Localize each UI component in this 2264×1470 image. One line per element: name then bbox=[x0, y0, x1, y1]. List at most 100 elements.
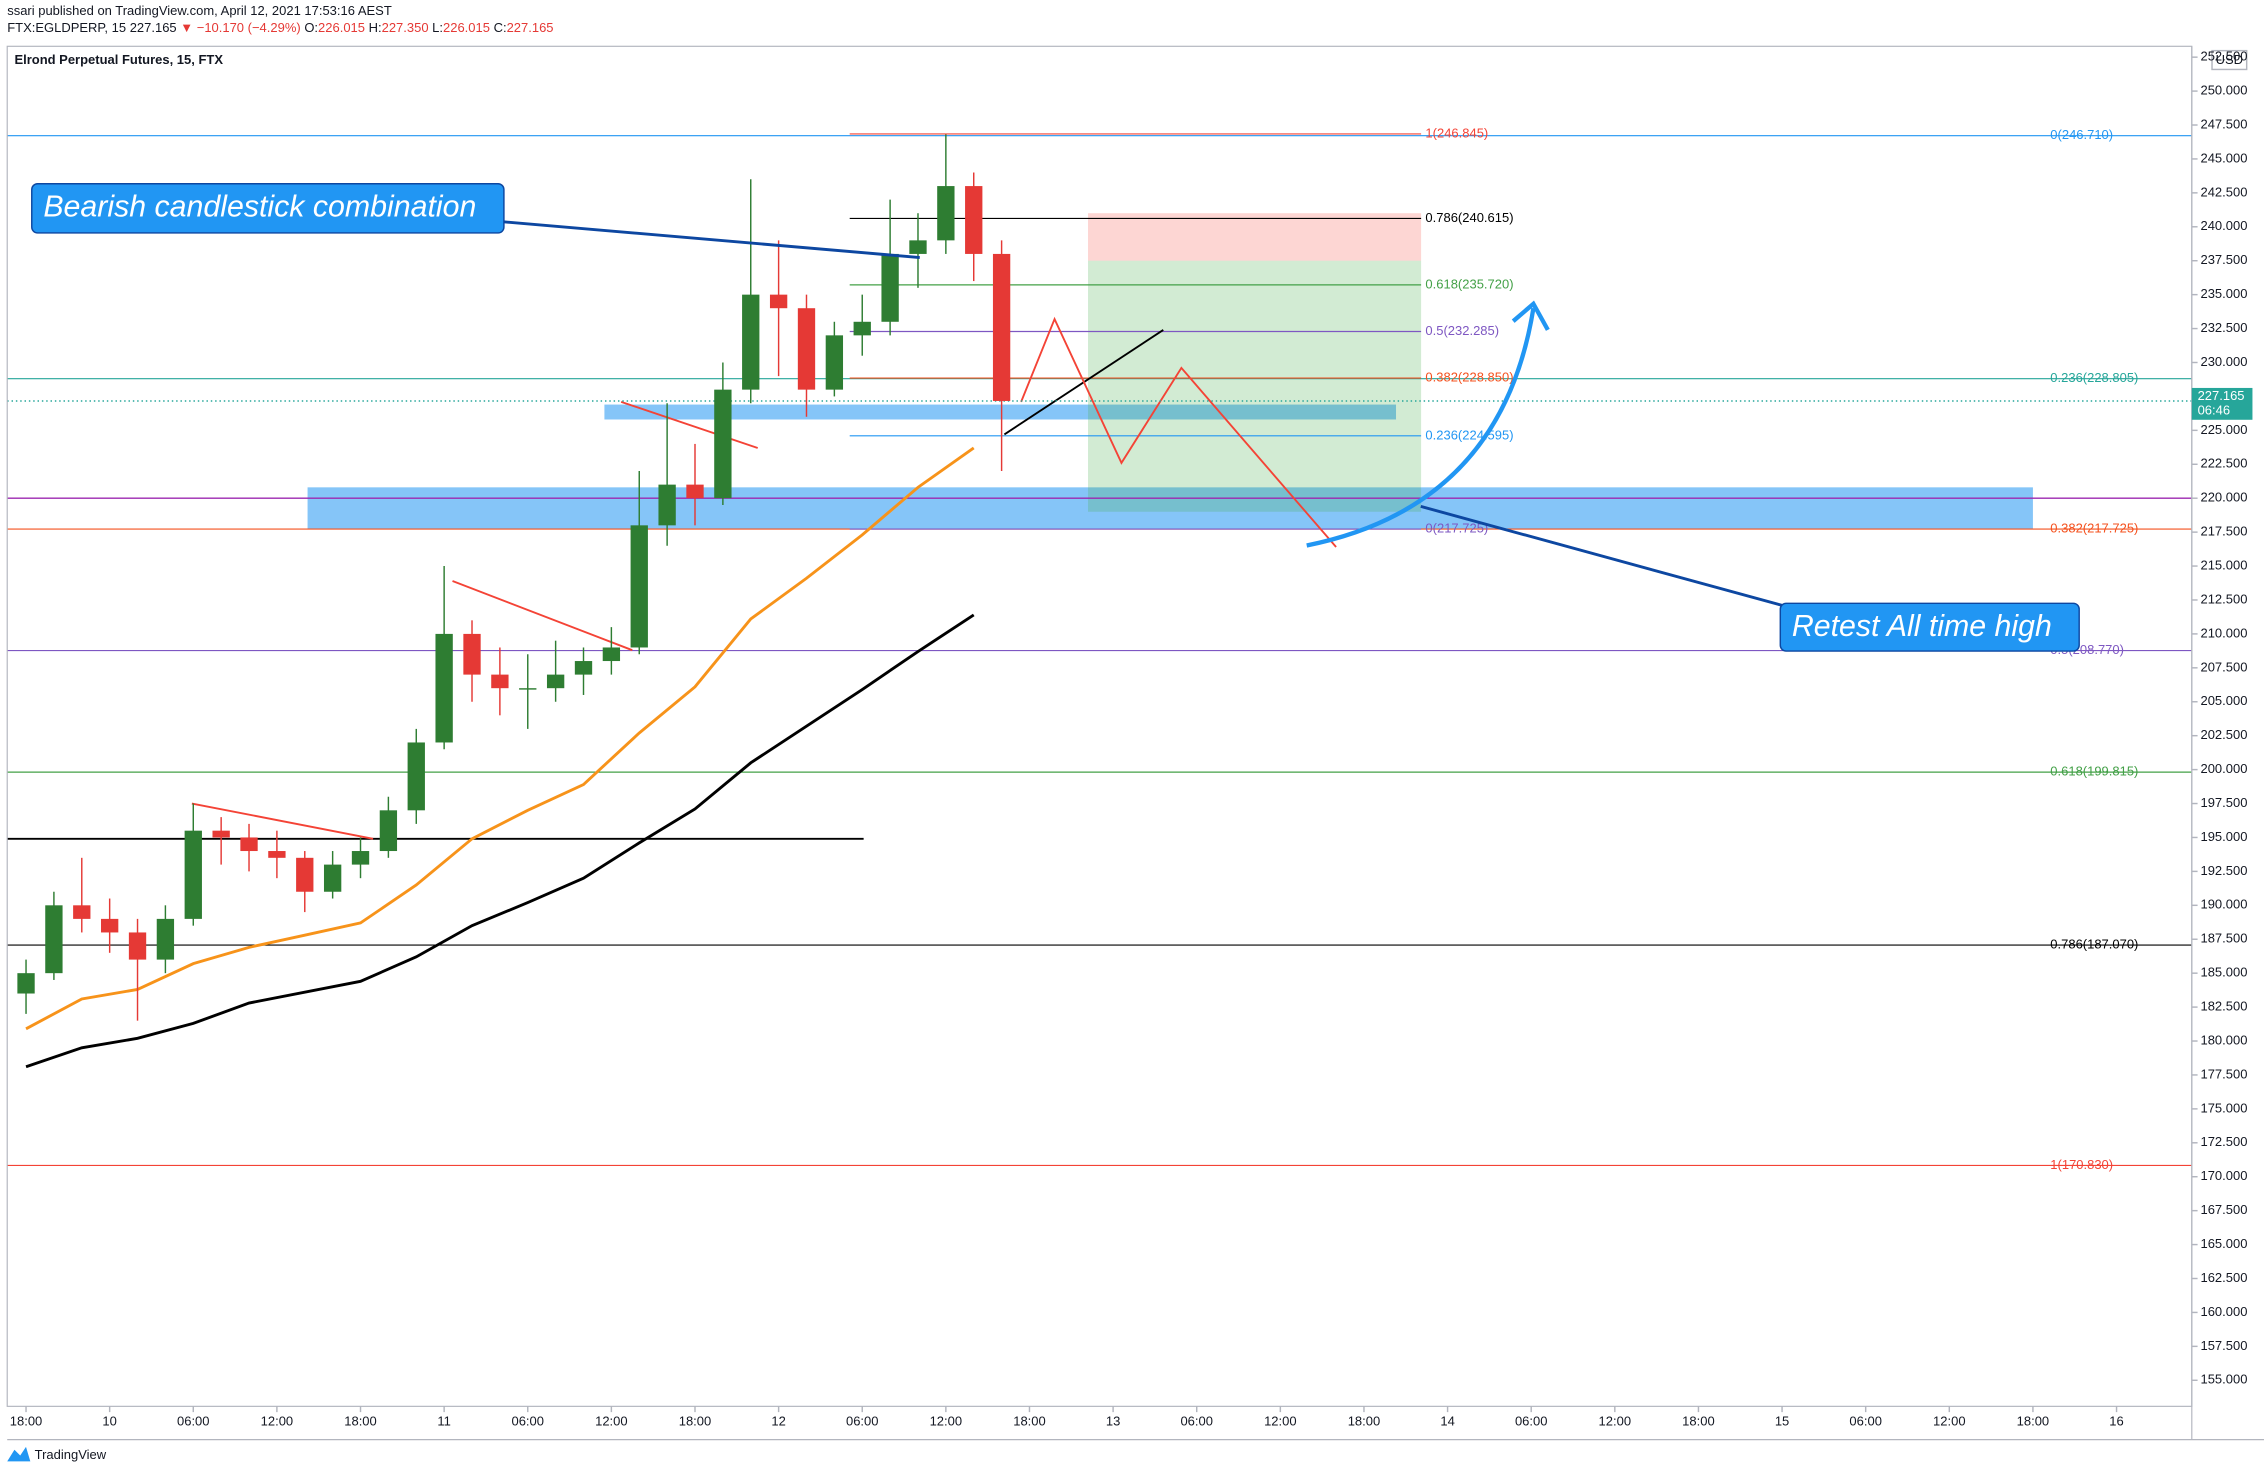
fib-label: 1(170.830) bbox=[2050, 1157, 2113, 1172]
candle-body bbox=[937, 186, 955, 241]
fib-label: 0.786(240.615) bbox=[1425, 210, 1513, 225]
x-tick-label: 11 bbox=[437, 1414, 450, 1429]
callout-pointer bbox=[1420, 505, 1791, 610]
y-tick-label: 160.000 bbox=[2200, 1304, 2247, 1319]
brand: TradingView bbox=[35, 1447, 107, 1462]
candle-body bbox=[491, 674, 509, 689]
candle-body bbox=[240, 837, 258, 852]
currency-box[interactable] bbox=[2211, 49, 2248, 71]
x-tick-label: 12:00 bbox=[1264, 1414, 1297, 1429]
fib-label: 0.382(228.850) bbox=[1425, 370, 1513, 385]
y-tick-label: 212.500 bbox=[2200, 591, 2247, 606]
ohlc-value: 226.015 bbox=[318, 20, 365, 35]
ohlc-value: 226.015 bbox=[443, 20, 490, 35]
callout-box bbox=[31, 183, 505, 234]
y-tick-label: 157.500 bbox=[2200, 1338, 2247, 1353]
candle-body bbox=[100, 918, 119, 933]
candle-body bbox=[909, 240, 927, 254]
candle-body bbox=[574, 661, 593, 675]
x-tick-label: 06:00 bbox=[1180, 1414, 1213, 1429]
y-tick-label: 177.500 bbox=[2200, 1066, 2247, 1081]
y-tick-label: 247.500 bbox=[2200, 116, 2247, 131]
projection-arc bbox=[1306, 307, 1536, 548]
x-tick-label: 06:00 bbox=[1515, 1414, 1548, 1429]
candle-body bbox=[268, 851, 286, 858]
candle-body bbox=[992, 253, 1011, 401]
ohlc-label: H: bbox=[369, 20, 382, 35]
y-tick-label: 242.500 bbox=[2200, 184, 2247, 199]
y-tick-label: 252.500 bbox=[2200, 49, 2247, 64]
symbol-line: FTX:EGLDPERP, 15 227.165 ▼ −10.170 (−4.2… bbox=[7, 20, 553, 35]
candle-body bbox=[323, 864, 342, 892]
y-tick-label: 222.500 bbox=[2200, 456, 2247, 471]
x-tick-label: 12:00 bbox=[1599, 1414, 1632, 1429]
x-tick-label: 18:00 bbox=[1682, 1414, 1715, 1429]
y-tick-label: 200.000 bbox=[2200, 761, 2247, 776]
x-tick-label: 12:00 bbox=[930, 1414, 963, 1429]
candle-body bbox=[407, 742, 425, 811]
x-tick-label: 15 bbox=[1775, 1414, 1789, 1429]
candle-body bbox=[379, 810, 398, 852]
y-tick-label: 232.500 bbox=[2200, 320, 2247, 335]
trend-line bbox=[191, 802, 374, 840]
y-tick-label: 237.500 bbox=[2200, 252, 2247, 267]
candle-body bbox=[435, 633, 453, 743]
y-tick-label: 190.000 bbox=[2200, 897, 2247, 912]
moving-average bbox=[25, 613, 975, 1069]
y-tick-label: 202.500 bbox=[2200, 727, 2247, 742]
fib-label: 0.786(187.070) bbox=[2050, 937, 2138, 952]
ohlc-value: 227.165 bbox=[507, 20, 554, 35]
price-tag-value: 227.165 bbox=[2198, 388, 2245, 403]
zone bbox=[604, 404, 1397, 420]
y-tick-label: 182.500 bbox=[2200, 999, 2247, 1014]
y-tick-label: 207.500 bbox=[2200, 659, 2247, 674]
zone bbox=[1088, 213, 1422, 261]
fib-label: 1(246.845) bbox=[1425, 125, 1488, 140]
candle-body bbox=[296, 857, 314, 892]
candle-body bbox=[351, 851, 370, 865]
x-tick-label: 18:00 bbox=[679, 1414, 712, 1429]
x-tick-label: 14 bbox=[1440, 1414, 1454, 1429]
projection-arrowhead bbox=[1511, 300, 1550, 331]
candle-body bbox=[73, 905, 91, 919]
fib-label: 0.5(232.285) bbox=[1425, 323, 1499, 338]
y-tick-label: 172.500 bbox=[2200, 1134, 2247, 1149]
zone bbox=[307, 487, 2033, 530]
x-tick-label: 12:00 bbox=[595, 1414, 628, 1429]
y-tick-label: 235.000 bbox=[2200, 286, 2247, 301]
y-tick-label: 162.500 bbox=[2200, 1270, 2247, 1285]
change: ▼ −10.170 (−4.29%) bbox=[180, 20, 300, 35]
y-tick-label: 187.500 bbox=[2200, 931, 2247, 946]
y-tick-label: 175.000 bbox=[2200, 1100, 2247, 1115]
fib-label: 0(217.725) bbox=[1425, 520, 1488, 535]
y-tick-label: 217.500 bbox=[2200, 524, 2247, 539]
y-tick-label: 167.500 bbox=[2200, 1202, 2247, 1217]
candle-body bbox=[156, 918, 175, 960]
candle-body bbox=[212, 830, 230, 838]
candle-body bbox=[658, 484, 676, 526]
y-tick-label: 155.000 bbox=[2200, 1372, 2247, 1387]
candle-body bbox=[128, 932, 147, 960]
publisher: ssari published on TradingView.com, Apri… bbox=[7, 3, 392, 18]
ohlc-label: L: bbox=[432, 20, 443, 35]
trend-line bbox=[620, 400, 759, 449]
candle-body bbox=[881, 253, 899, 322]
x-tick-label: 18:00 bbox=[1013, 1414, 1046, 1429]
y-tick-label: 180.000 bbox=[2200, 1032, 2247, 1047]
callout-pointer bbox=[498, 219, 920, 259]
fib-label: 0.236(224.595) bbox=[1425, 427, 1513, 442]
y-tick-label: 170.000 bbox=[2200, 1168, 2247, 1183]
candle-body bbox=[17, 973, 35, 994]
y-tick-label: 185.000 bbox=[2200, 965, 2247, 980]
x-tick-label: 06:00 bbox=[177, 1414, 210, 1429]
x-tick-label: 06:00 bbox=[512, 1414, 545, 1429]
candle-body bbox=[184, 830, 202, 919]
y-tick-label: 165.000 bbox=[2200, 1236, 2247, 1251]
y-tick-label: 197.500 bbox=[2200, 795, 2247, 810]
y-tick-label: 195.000 bbox=[2200, 829, 2247, 844]
x-tick-label: 06:00 bbox=[1849, 1414, 1882, 1429]
moving-average bbox=[25, 446, 975, 1031]
candle-body bbox=[602, 647, 621, 662]
